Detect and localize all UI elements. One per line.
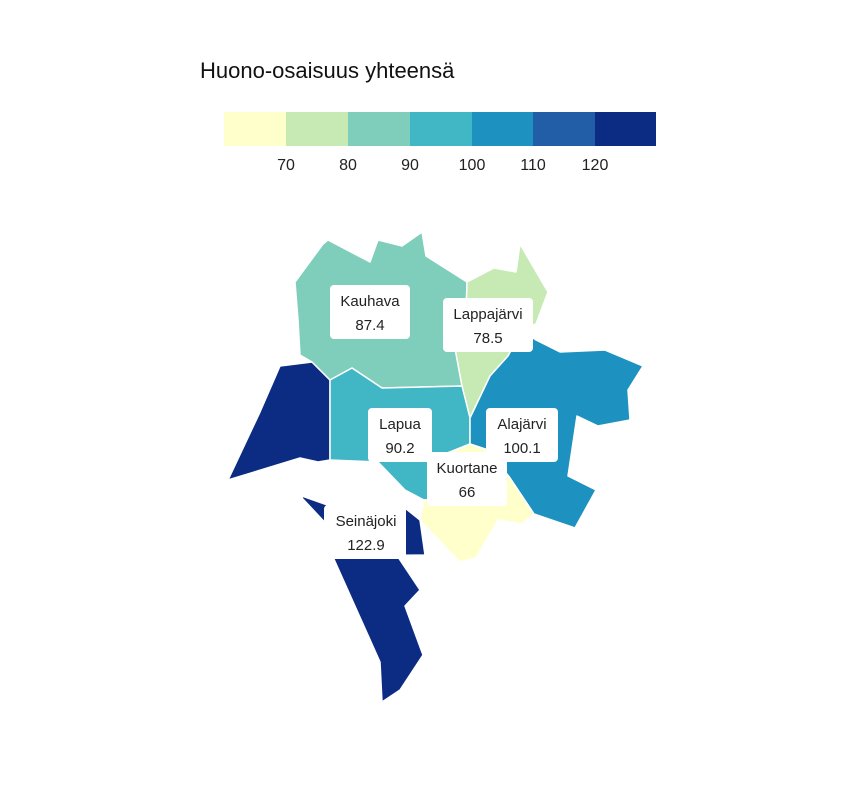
label-value-kuortane: 66 <box>459 484 476 501</box>
label-name-seinajoki: Seinäjoki <box>336 513 397 530</box>
label-value-lappajarvi: 78.5 <box>473 330 502 347</box>
legend-tick-70: 70 <box>277 157 295 174</box>
label-name-alajarvi: Alajärvi <box>497 416 546 433</box>
region-labels: Kauhava 87.4 Lappajärvi 78.5 Lapua 90.2 … <box>324 285 558 559</box>
legend-swatch-7 <box>595 112 656 146</box>
legend-swatch-3 <box>348 112 410 146</box>
label-lappajarvi: Lappajärvi 78.5 <box>443 298 533 352</box>
legend-swatch-2 <box>286 112 348 146</box>
label-name-kauhava: Kauhava <box>340 293 400 310</box>
label-name-lapua: Lapua <box>379 416 421 433</box>
legend-swatch-1 <box>224 112 286 146</box>
legend-swatch-5 <box>472 112 534 146</box>
legend-swatch-4 <box>410 112 472 146</box>
label-box-alajarvi <box>486 408 558 462</box>
color-legend: 70 80 90 100 110 120 <box>224 112 656 174</box>
legend-tick-80: 80 <box>339 157 357 174</box>
label-box-lappajarvi <box>443 298 533 352</box>
label-value-seinajoki: 122.9 <box>347 537 385 554</box>
region-seinajoki-south[interactable] <box>332 556 424 703</box>
label-name-lappajarvi: Lappajärvi <box>453 306 522 323</box>
map-title: Huono-osaisuus yhteensä <box>200 58 455 83</box>
label-value-kauhava: 87.4 <box>355 317 384 334</box>
label-alajarvi: Alajärvi 100.1 <box>486 408 558 462</box>
label-name-kuortane: Kuortane <box>437 460 498 477</box>
label-kauhava: Kauhava 87.4 <box>330 285 410 339</box>
label-kuortane: Kuortane 66 <box>427 452 507 506</box>
label-seinajoki: Seinäjoki 122.9 <box>324 505 406 559</box>
label-box-kauhava <box>330 285 410 339</box>
label-value-alajarvi: 100.1 <box>503 440 541 457</box>
label-value-lapua: 90.2 <box>385 440 414 457</box>
legend-tick-120: 120 <box>582 157 609 174</box>
label-box-lapua <box>368 408 432 462</box>
legend-tick-100: 100 <box>459 157 486 174</box>
label-box-seinajoki <box>324 505 406 559</box>
label-lapua: Lapua 90.2 <box>368 408 432 462</box>
label-box-kuortane <box>427 452 507 506</box>
legend-tick-110: 110 <box>520 157 546 174</box>
legend-swatch-6 <box>533 112 595 146</box>
legend-tick-90: 90 <box>401 157 419 174</box>
